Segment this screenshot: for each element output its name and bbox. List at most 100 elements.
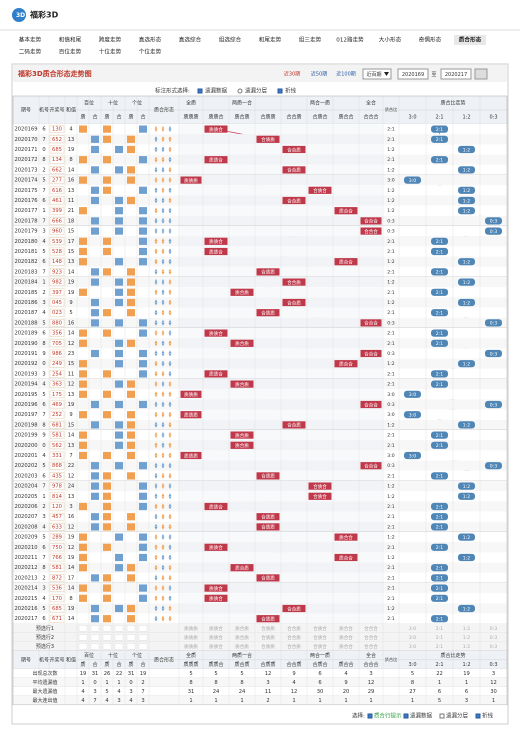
predict-shape[interactable]: 质质合 — [209, 625, 223, 632]
nav-tab[interactable]: 组选综合 — [219, 36, 242, 44]
footer-option[interactable]: 遗漏数据 — [410, 712, 433, 720]
predict-cell[interactable] — [114, 625, 124, 632]
nav-tab[interactable]: 个位走势 — [139, 48, 162, 56]
predict-cell[interactable] — [90, 634, 100, 641]
nav-tab[interactable]: 和尾走势 — [259, 36, 282, 44]
predict-ratio[interactable]: 3:0 — [409, 626, 416, 632]
control-option[interactable]: 遗漏分层 — [245, 87, 268, 95]
shape-icon — [161, 207, 165, 214]
code-bg — [49, 523, 65, 531]
predict-ratio[interactable]: 1:2 — [463, 626, 470, 632]
predict-shape[interactable]: 合质质 — [261, 625, 275, 632]
predict-shape[interactable]: 质质质 — [184, 625, 198, 632]
nav-tab[interactable]: 大小形态 — [379, 36, 402, 44]
nav-tab[interactable]: 直选形态 — [139, 36, 162, 44]
predict-ratio[interactable]: 0:3 — [490, 644, 497, 650]
predict-ratio[interactable]: 1:2 — [463, 635, 470, 641]
ratio-hit — [458, 604, 475, 613]
predict-cell[interactable] — [126, 643, 136, 650]
nav-tab[interactable]: 跨度走势 — [99, 36, 122, 44]
footer-option[interactable]: 折线 — [482, 712, 494, 720]
radio[interactable] — [237, 88, 243, 94]
predict-ratio[interactable]: 2:1 — [436, 626, 443, 632]
predict-shape[interactable]: 合质合 — [313, 643, 327, 650]
predict-cell[interactable] — [102, 625, 112, 632]
nav-tab[interactable]: 二码走势 — [19, 48, 42, 56]
predict-cell[interactable] — [102, 643, 112, 650]
checkbox[interactable] — [367, 713, 373, 719]
position-hit — [115, 258, 123, 266]
control-option[interactable]: 折线 — [285, 87, 297, 95]
stats-value: 19 — [80, 671, 87, 677]
predict-cell[interactable] — [138, 634, 148, 641]
predict-cell[interactable] — [90, 625, 100, 632]
predict-shape[interactable]: 质质质 — [184, 643, 198, 650]
predict-shape[interactable]: 合合合 — [364, 634, 378, 641]
ratio: 2:1 — [387, 524, 394, 530]
nav-tab[interactable]: 直选综合 — [179, 36, 202, 44]
code: 750 — [52, 545, 62, 551]
predict-cell[interactable] — [78, 625, 88, 632]
checkbox[interactable] — [403, 713, 409, 719]
sum: 4 — [69, 127, 73, 133]
checkbox[interactable] — [439, 713, 445, 719]
range-select[interactable] — [362, 68, 392, 80]
predict-ratio[interactable]: 0:3 — [490, 635, 497, 641]
predict-ratio[interactable]: 2:1 — [436, 644, 443, 650]
predict-shape[interactable]: 质质合 — [209, 634, 223, 641]
checkbox[interactable] — [277, 88, 283, 94]
footer-option[interactable]: 遗漏分层 — [446, 712, 469, 720]
to-input[interactable] — [440, 68, 472, 80]
predict-shape[interactable]: 合合合 — [364, 625, 378, 632]
predict-shape[interactable]: 质质合 — [209, 643, 223, 650]
nav-tab[interactable]: 百位走势 — [59, 48, 82, 56]
predict-ratio[interactable]: 2:1 — [436, 635, 443, 641]
range-link[interactable]: 近50期 — [311, 71, 327, 78]
predict-cell[interactable] — [114, 634, 124, 641]
nav-tab[interactable]: 012路走势 — [336, 36, 364, 44]
predict-shape[interactable]: 质合质 — [235, 625, 249, 632]
predict-shape[interactable]: 质合合 — [339, 634, 353, 641]
range-link[interactable]: 近100期 — [336, 71, 356, 78]
predict-cell[interactable] — [90, 643, 100, 650]
predict-ratio[interactable]: 1:2 — [463, 644, 470, 650]
nav-tab[interactable]: 质合形态 — [459, 36, 482, 44]
predict-shape[interactable]: 合质合 — [313, 625, 327, 632]
predict-shape[interactable]: 质合质 — [235, 643, 249, 650]
range-link[interactable]: 近30期 — [284, 71, 300, 78]
predict-shape[interactable]: 质合合 — [339, 625, 353, 632]
predict-cell[interactable] — [114, 643, 124, 650]
nav-tab[interactable]: 组三走势 — [299, 36, 322, 44]
predict-cell[interactable] — [126, 634, 136, 641]
control-option[interactable]: 遗漏数据 — [205, 87, 228, 95]
predict-shape[interactable]: 合合质 — [287, 625, 301, 632]
query-button[interactable] — [474, 68, 488, 80]
predict-shape[interactable]: 合质合 — [313, 634, 327, 641]
predict-cell[interactable] — [78, 643, 88, 650]
predict-shape[interactable]: 合合质 — [287, 634, 301, 641]
predict-shape[interactable]: 合质质 — [261, 643, 275, 650]
predict-ratio[interactable]: 3:0 — [409, 644, 416, 650]
checkbox[interactable] — [475, 713, 481, 719]
predict-shape[interactable]: 质合质 — [235, 634, 249, 641]
checkbox[interactable] — [197, 88, 203, 94]
predict-ratio[interactable]: 3:0 — [409, 635, 416, 641]
predict-cell[interactable] — [126, 625, 136, 632]
predict-shape[interactable]: 合合合 — [364, 643, 378, 650]
shape-hit-label: 质质合 — [209, 371, 223, 378]
predict-shape[interactable]: 合合质 — [287, 643, 301, 650]
predict-shape[interactable]: 质合合 — [339, 643, 353, 650]
nav-tab[interactable]: 基本走势 — [19, 36, 42, 44]
predict-cell[interactable] — [138, 625, 148, 632]
predict-shape[interactable]: 质质质 — [184, 634, 198, 641]
from-input[interactable] — [397, 68, 429, 80]
predict-shape[interactable]: 合质质 — [261, 634, 275, 641]
nav-tab[interactable]: 奇偶形态 — [419, 36, 442, 44]
predict-cell[interactable] — [102, 634, 112, 641]
footer-option[interactable]: 质合行提示 — [374, 712, 402, 720]
predict-cell[interactable] — [78, 634, 88, 641]
predict-cell[interactable] — [138, 643, 148, 650]
nav-tab[interactable]: 十位走势 — [99, 48, 122, 56]
nav-tab[interactable]: 和值和尾 — [59, 36, 82, 44]
predict-ratio[interactable]: 0:3 — [490, 626, 497, 632]
